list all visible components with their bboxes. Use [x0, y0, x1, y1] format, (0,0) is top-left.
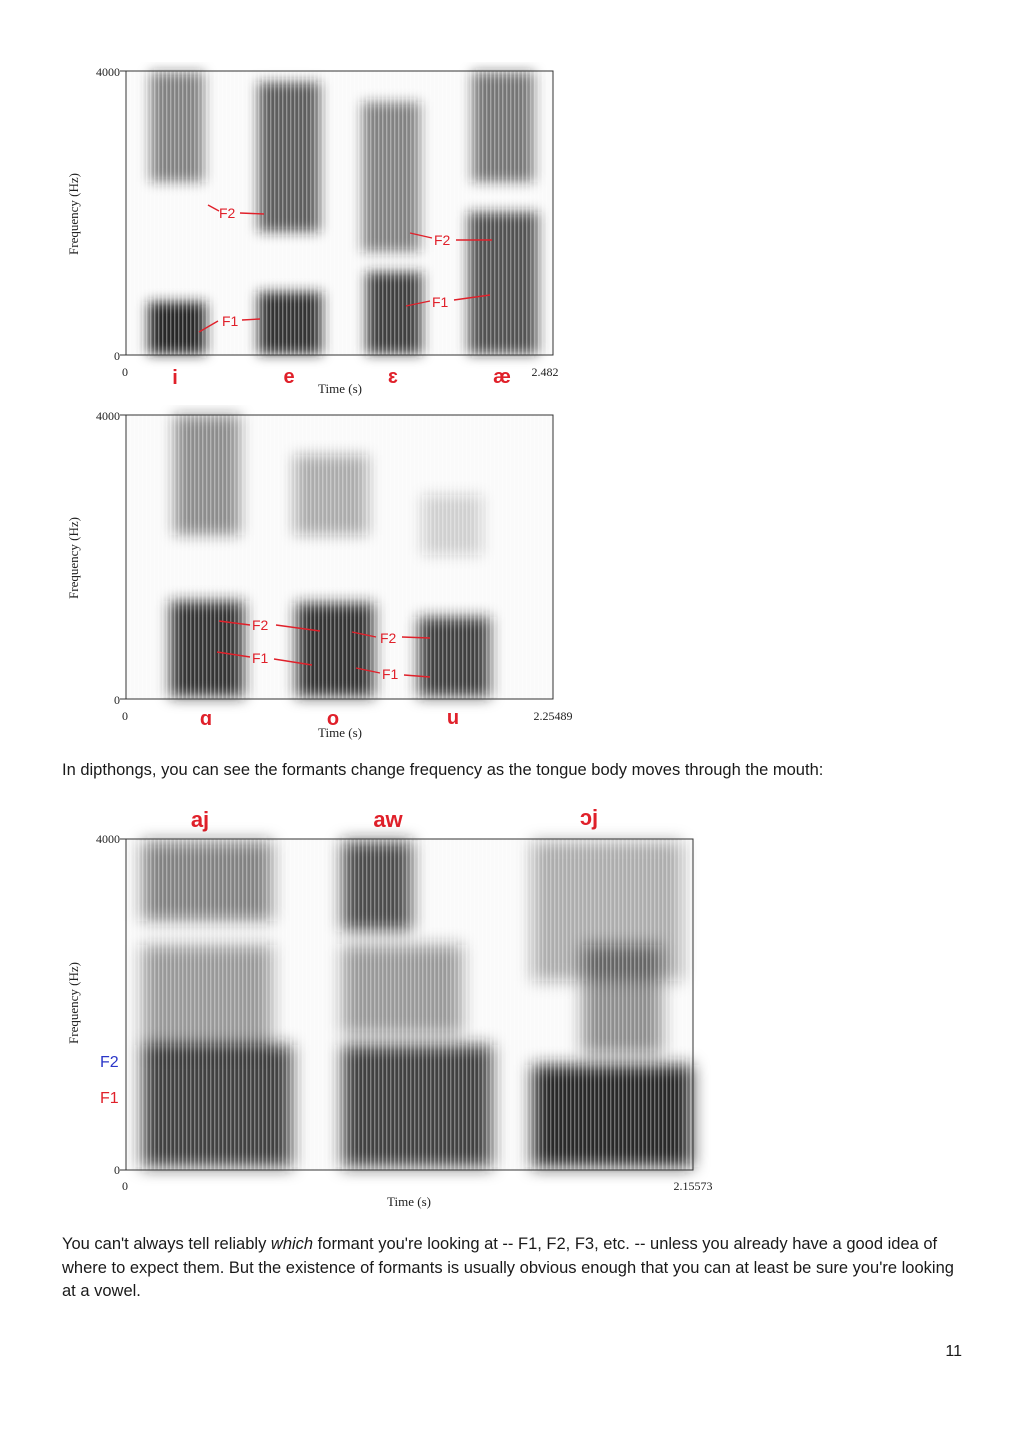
- vowel-label: ɑ: [200, 708, 212, 730]
- vowel-label: ɛ: [388, 366, 398, 388]
- text-part: You can't always tell reliably: [62, 1235, 271, 1253]
- diphthong-label: aw: [373, 807, 403, 832]
- y-tick-bottom: 0: [114, 1163, 120, 1177]
- formant-label-f2: F2: [100, 1054, 119, 1071]
- x-tick-end: 2.15573: [674, 1179, 713, 1193]
- x-axis-label: Time (s): [318, 725, 362, 740]
- x-tick-end: 2.482: [532, 365, 559, 379]
- y-axis-label: Frequency (Hz): [66, 517, 81, 599]
- annotation-f1: F1: [252, 650, 269, 666]
- spectrogram-figure-back-vowels: Frequency (Hz) 4000 0 F2: [62, 405, 592, 745]
- x-tick-end: 2.25489: [534, 709, 573, 723]
- annotation-f1: F1: [222, 313, 239, 329]
- y-tick-top: 4000: [96, 65, 120, 79]
- annotation-f1: F1: [382, 666, 399, 682]
- spectrogram-plot: [120, 838, 694, 1171]
- y-tick-bottom: 0: [114, 693, 120, 707]
- spectrogram-plot: [120, 414, 554, 700]
- spectrogram-figure-diphthongs: aj aw ɔj Frequency (Hz) 4000 0 F2 F1: [62, 795, 762, 1215]
- vowel-label: æ: [493, 366, 511, 388]
- vowel-label: o: [327, 708, 339, 730]
- spectrogram-plot: [120, 70, 554, 356]
- vowel-label: i: [172, 367, 178, 389]
- paragraph-diphthongs: In dipthongs, you can see the formants c…: [62, 761, 824, 779]
- formant-label-f1: F1: [100, 1090, 119, 1107]
- y-tick-bottom: 0: [114, 349, 120, 363]
- x-tick-start: 0: [122, 709, 128, 723]
- annotation-f2: F2: [219, 205, 236, 221]
- y-axis-label: Frequency (Hz): [66, 173, 81, 255]
- vowel-label: u: [447, 707, 459, 729]
- x-tick-start: 0: [122, 365, 128, 379]
- x-tick-start: 0: [122, 1179, 128, 1193]
- page-number: 11: [945, 1343, 962, 1360]
- y-tick-top: 4000: [96, 409, 120, 423]
- annotation-f2: F2: [380, 630, 397, 646]
- annotation-f2: F2: [252, 617, 269, 633]
- y-axis-label: Frequency (Hz): [66, 962, 81, 1044]
- x-axis-label: Time (s): [387, 1194, 431, 1209]
- diphthong-label: aj: [191, 807, 209, 832]
- vowel-label: e: [283, 366, 294, 388]
- annotation-f1: F1: [432, 294, 449, 310]
- paragraph-formants: You can't always tell reliably which for…: [62, 1233, 962, 1304]
- emphasis-which: which: [270, 1235, 314, 1253]
- text-part: formant you're looking at -- F1, F2, F3,…: [62, 1235, 954, 1300]
- spectrogram-figure-front-vowels: Frequency (Hz) 4000 0: [62, 62, 582, 402]
- x-axis-label: Time (s): [318, 381, 362, 396]
- y-tick-top: 4000: [96, 832, 120, 846]
- annotation-f2: F2: [434, 232, 451, 248]
- diphthong-label: ɔj: [580, 805, 598, 830]
